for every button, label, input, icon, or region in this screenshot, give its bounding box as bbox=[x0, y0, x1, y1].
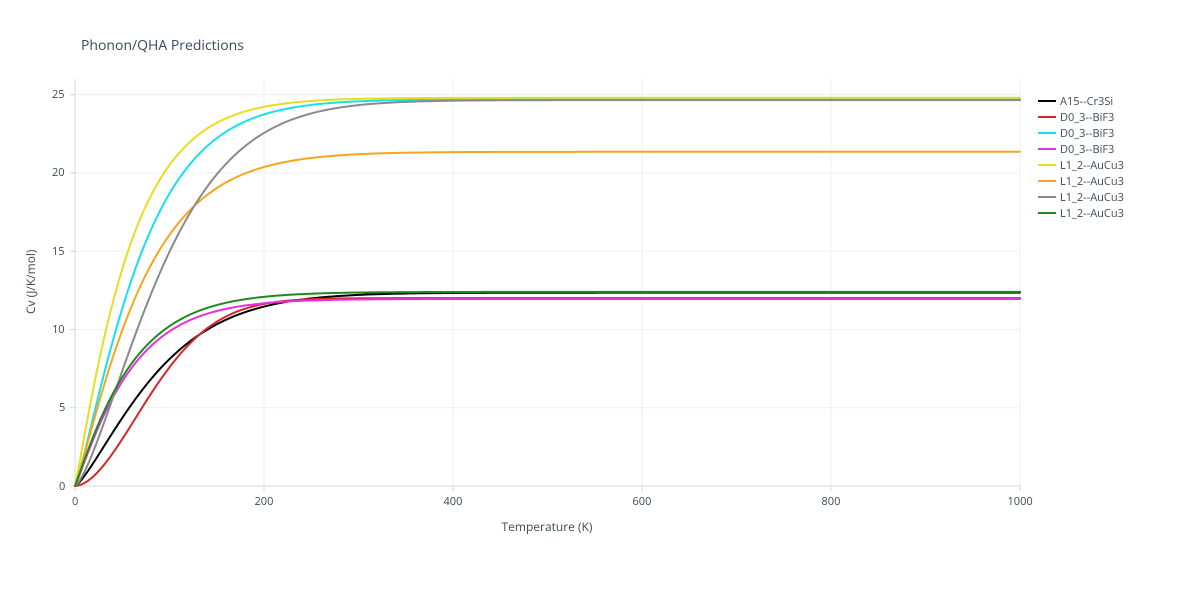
legend-swatch bbox=[1038, 180, 1056, 182]
legend-label: L1_2--AuCu3 bbox=[1060, 190, 1124, 205]
y-tick-label: 0 bbox=[59, 479, 65, 494]
series-line[interactable] bbox=[75, 152, 1020, 486]
legend-item[interactable]: D0_3--BiF3 bbox=[1038, 109, 1124, 125]
legend-label: D0_3--BiF3 bbox=[1060, 142, 1114, 157]
legend-item[interactable]: D0_3--BiF3 bbox=[1038, 125, 1124, 141]
legend-label: D0_3--BiF3 bbox=[1060, 126, 1114, 141]
x-tick-label: 800 bbox=[822, 494, 841, 509]
legend-swatch bbox=[1038, 148, 1056, 150]
chart-plot[interactable] bbox=[0, 0, 1200, 600]
legend-item[interactable]: L1_2--AuCu3 bbox=[1038, 157, 1124, 173]
y-tick-label: 5 bbox=[59, 400, 65, 415]
legend-item[interactable]: D0_3--BiF3 bbox=[1038, 141, 1124, 157]
legend-item[interactable]: L1_2--AuCu3 bbox=[1038, 173, 1124, 189]
chart-root: { "title": "Phonon/QHA Predictions", "xl… bbox=[0, 0, 1200, 600]
y-tick-label: 25 bbox=[52, 87, 65, 102]
x-tick-label: 200 bbox=[255, 494, 274, 509]
legend-item[interactable]: L1_2--AuCu3 bbox=[1038, 189, 1124, 205]
legend-item[interactable]: L1_2--AuCu3 bbox=[1038, 205, 1124, 221]
legend-swatch bbox=[1038, 164, 1056, 166]
legend-swatch bbox=[1038, 100, 1056, 102]
series-line[interactable] bbox=[75, 299, 1020, 486]
legend-swatch bbox=[1038, 116, 1056, 118]
x-tick-label: 600 bbox=[633, 494, 652, 509]
legend-label: L1_2--AuCu3 bbox=[1060, 158, 1124, 173]
y-tick-label: 20 bbox=[52, 165, 65, 180]
legend-swatch bbox=[1038, 196, 1056, 198]
legend-swatch bbox=[1038, 212, 1056, 214]
legend-label: L1_2--AuCu3 bbox=[1060, 206, 1124, 221]
y-tick-label: 15 bbox=[52, 244, 65, 259]
legend[interactable]: A15--Cr3SiD0_3--BiF3D0_3--BiF3D0_3--BiF3… bbox=[1038, 93, 1124, 221]
x-tick-label: 0 bbox=[72, 494, 78, 509]
legend-swatch bbox=[1038, 132, 1056, 134]
legend-label: D0_3--BiF3 bbox=[1060, 110, 1114, 125]
series-line[interactable] bbox=[75, 298, 1020, 486]
x-tick-label: 400 bbox=[444, 494, 463, 509]
legend-item[interactable]: A15--Cr3Si bbox=[1038, 93, 1124, 109]
y-tick-label: 10 bbox=[52, 322, 65, 337]
legend-label: L1_2--AuCu3 bbox=[1060, 174, 1124, 189]
legend-label: A15--Cr3Si bbox=[1060, 94, 1113, 109]
x-tick-label: 1000 bbox=[1008, 494, 1033, 509]
